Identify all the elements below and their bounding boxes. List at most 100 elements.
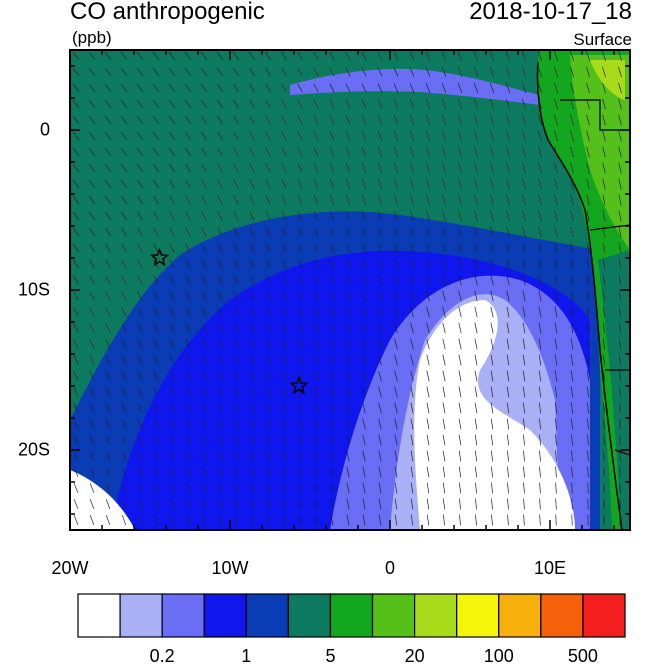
- wind-stroke: [73, 451, 79, 461]
- wind-stroke: [490, 210, 494, 222]
- wind-stroke: [185, 419, 191, 429]
- wind-stroke: [602, 274, 606, 286]
- wind-stroke: [281, 147, 287, 157]
- wind-stroke: [234, 466, 238, 478]
- wind-stroke: [73, 355, 79, 365]
- wind-stroke: [153, 355, 159, 365]
- wind-stroke: [441, 147, 447, 157]
- wind-stroke: [410, 402, 414, 414]
- wind-stroke: [570, 178, 574, 190]
- wind-stroke: [120, 68, 128, 76]
- wind-stroke: [265, 83, 271, 93]
- wind-stroke: [265, 51, 271, 61]
- wind-stroke: [410, 370, 414, 382]
- wind-stroke: [618, 66, 622, 78]
- wind-stroke: [137, 403, 143, 413]
- wind-stroke: [329, 195, 335, 205]
- wind-stroke: [137, 195, 143, 205]
- wind-stroke: [313, 131, 319, 141]
- wind-stroke: [250, 498, 254, 510]
- wind-stroke: [73, 275, 79, 285]
- wind-stroke: [410, 274, 414, 286]
- wind-stroke: [425, 178, 431, 190]
- wind-stroke: [137, 482, 143, 494]
- wind-stroke: [538, 386, 542, 398]
- wind-stroke: [250, 466, 254, 478]
- wind-stroke: [314, 370, 318, 382]
- wind-stroke: [425, 67, 431, 77]
- wind-stroke: [136, 52, 144, 60]
- wind-stroke: [201, 51, 207, 61]
- wind-stroke: [265, 227, 271, 237]
- wind-stroke: [73, 483, 79, 493]
- wind-stroke: [426, 258, 430, 270]
- wind-stroke: [522, 210, 526, 222]
- wind-stroke: [570, 194, 574, 206]
- wind-stroke: [362, 482, 366, 494]
- wind-stroke: [330, 450, 334, 462]
- wind-stroke: [602, 194, 606, 206]
- wind-stroke: [602, 114, 606, 126]
- wind-stroke: [233, 402, 239, 414]
- wind-stroke: [88, 84, 96, 92]
- wind-stroke: [393, 131, 399, 141]
- wind-stroke: [377, 131, 383, 141]
- wind-stroke: [137, 307, 143, 317]
- wind-stroke: [553, 50, 559, 62]
- wind-stroke: [603, 434, 605, 446]
- wind-stroke: [298, 418, 302, 430]
- wind-stroke: [378, 418, 382, 430]
- wind-stroke: [362, 434, 366, 446]
- wind-stroke: [154, 498, 158, 510]
- wind-stroke: [152, 67, 160, 77]
- wind-stroke: [154, 514, 158, 526]
- wind-stroke: [249, 307, 255, 317]
- wind-stroke: [490, 402, 494, 414]
- wind-stroke: [489, 83, 495, 93]
- wind-stroke: [249, 115, 255, 125]
- wind-stroke: [152, 52, 160, 60]
- wind-stroke: [586, 82, 590, 94]
- wind-stroke: [554, 178, 558, 190]
- wind-stroke: [522, 178, 526, 190]
- wind-stroke: [442, 370, 446, 382]
- wind-stroke: [329, 163, 335, 173]
- wind-stroke: [249, 227, 255, 237]
- wind-stroke: [523, 434, 525, 446]
- wind-stroke: [153, 323, 159, 333]
- wind-stroke: [73, 403, 79, 413]
- wind-stroke: [169, 403, 175, 413]
- wind-stroke: [265, 99, 271, 109]
- wind-stroke: [201, 434, 207, 446]
- wind-stroke: [313, 147, 319, 157]
- wind-stroke: [249, 323, 255, 333]
- wind-stroke: [555, 450, 557, 462]
- wind-stroke: [346, 482, 350, 494]
- wind-stroke: [314, 354, 318, 366]
- wind-stroke: [202, 466, 206, 478]
- wind-stroke: [539, 514, 541, 526]
- wind-stroke: [121, 131, 127, 141]
- wind-stroke: [522, 194, 526, 206]
- wind-stroke: [313, 259, 319, 269]
- wind-stroke: [554, 226, 558, 238]
- wind-stroke: [105, 259, 111, 269]
- wind-stroke: [554, 82, 558, 94]
- wind-stroke: [602, 178, 606, 190]
- wind-stroke: [217, 402, 223, 414]
- wind-stroke: [442, 290, 446, 302]
- wind-stroke: [457, 51, 463, 61]
- wind-stroke: [442, 434, 446, 446]
- wind-stroke: [153, 419, 159, 429]
- wind-stroke: [571, 402, 573, 414]
- wind-stroke: [505, 67, 511, 77]
- wind-stroke: [330, 322, 334, 334]
- wind-stroke: [314, 418, 318, 430]
- wind-stroke: [313, 195, 319, 205]
- wind-stroke: [72, 147, 80, 157]
- wind-stroke: [281, 115, 287, 125]
- wind-stroke: [425, 194, 431, 206]
- wind-stroke: [233, 386, 239, 398]
- axis-tick-marks: [69, 50, 630, 530]
- wind-stroke: [361, 163, 367, 173]
